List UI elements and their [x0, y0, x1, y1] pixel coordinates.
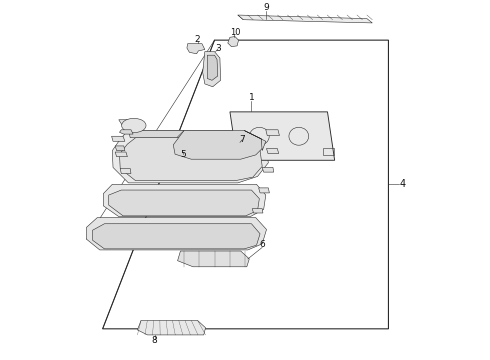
Text: 3: 3 — [215, 44, 221, 53]
Polygon shape — [262, 167, 274, 172]
Polygon shape — [266, 130, 279, 135]
Ellipse shape — [122, 118, 146, 133]
Text: 6: 6 — [259, 240, 265, 249]
Polygon shape — [112, 136, 125, 141]
Text: 9: 9 — [263, 3, 269, 12]
Polygon shape — [187, 44, 205, 54]
Polygon shape — [87, 218, 267, 250]
Text: 7: 7 — [239, 135, 245, 144]
Text: 1: 1 — [248, 93, 254, 102]
Polygon shape — [119, 120, 135, 126]
Text: 8: 8 — [152, 336, 157, 345]
Polygon shape — [115, 152, 127, 157]
Polygon shape — [259, 188, 270, 193]
Polygon shape — [93, 224, 260, 249]
Polygon shape — [245, 131, 266, 150]
Polygon shape — [173, 131, 263, 159]
Polygon shape — [228, 37, 239, 46]
Polygon shape — [137, 320, 205, 335]
Text: 5: 5 — [180, 150, 186, 159]
Polygon shape — [177, 251, 249, 267]
Polygon shape — [109, 190, 259, 216]
Text: 4: 4 — [400, 179, 406, 189]
Text: 2: 2 — [195, 35, 200, 44]
Polygon shape — [115, 146, 125, 150]
Polygon shape — [120, 168, 131, 174]
Polygon shape — [120, 130, 133, 134]
Polygon shape — [120, 138, 262, 181]
Polygon shape — [238, 15, 372, 23]
Polygon shape — [267, 148, 279, 153]
Polygon shape — [103, 184, 266, 217]
Polygon shape — [203, 51, 220, 87]
Text: 10: 10 — [230, 28, 240, 37]
Polygon shape — [112, 131, 269, 183]
Polygon shape — [230, 112, 335, 160]
Polygon shape — [252, 209, 263, 213]
Polygon shape — [128, 131, 184, 138]
Polygon shape — [207, 55, 218, 80]
